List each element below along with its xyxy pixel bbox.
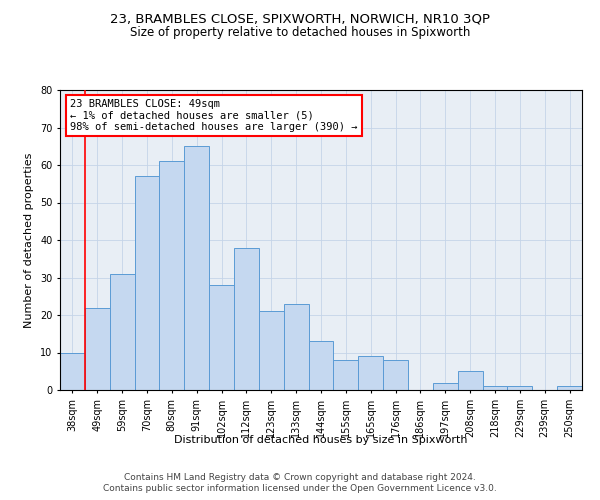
Bar [433, 382, 458, 390]
Text: Distribution of detached houses by size in Spixworth: Distribution of detached houses by size … [174, 435, 468, 445]
Bar [334, 360, 358, 390]
Y-axis label: Number of detached properties: Number of detached properties [25, 152, 34, 328]
Bar [134, 176, 160, 390]
Bar [209, 285, 234, 390]
Bar [284, 304, 308, 390]
Text: 23 BRAMBLES CLOSE: 49sqm
← 1% of detached houses are smaller (5)
98% of semi-det: 23 BRAMBLES CLOSE: 49sqm ← 1% of detache… [70, 99, 358, 132]
Text: Size of property relative to detached houses in Spixworth: Size of property relative to detached ho… [130, 26, 470, 39]
Bar [184, 146, 209, 390]
Bar [482, 386, 508, 390]
Text: Contains HM Land Registry data © Crown copyright and database right 2024.: Contains HM Land Registry data © Crown c… [124, 472, 476, 482]
Bar [110, 274, 134, 390]
Bar [557, 386, 582, 390]
Bar [458, 371, 482, 390]
Bar [60, 352, 85, 390]
Bar [234, 248, 259, 390]
Bar [508, 386, 532, 390]
Bar [383, 360, 408, 390]
Bar [85, 308, 110, 390]
Bar [259, 311, 284, 390]
Text: 23, BRAMBLES CLOSE, SPIXWORTH, NORWICH, NR10 3QP: 23, BRAMBLES CLOSE, SPIXWORTH, NORWICH, … [110, 12, 490, 26]
Bar [160, 161, 184, 390]
Text: Contains public sector information licensed under the Open Government Licence v3: Contains public sector information licen… [103, 484, 497, 493]
Bar [358, 356, 383, 390]
Bar [308, 341, 334, 390]
